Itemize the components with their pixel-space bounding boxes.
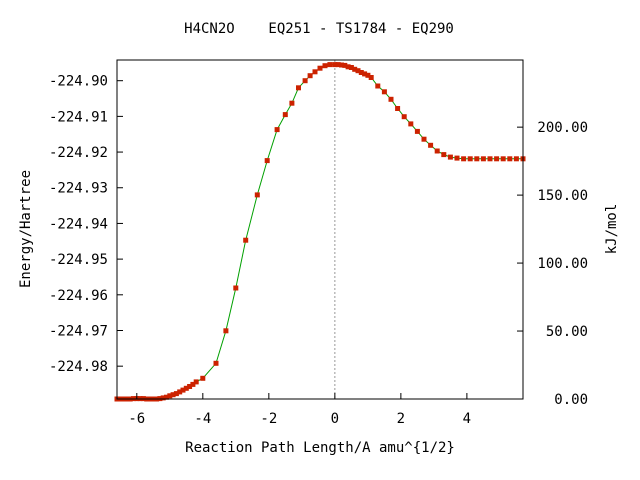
data-point xyxy=(233,285,239,291)
data-point xyxy=(474,156,480,162)
data-point xyxy=(494,156,500,162)
data-point xyxy=(441,152,447,158)
data-point xyxy=(339,62,344,68)
data-point xyxy=(190,381,196,387)
data-point xyxy=(254,192,260,198)
data-point xyxy=(352,66,358,72)
y-tick-label: -224.94 xyxy=(49,216,108,232)
chart-title: H4CN2O EQ251 - TS1784 - EQ290 xyxy=(184,21,454,37)
data-point xyxy=(327,62,333,68)
data-point xyxy=(381,89,387,95)
data-point xyxy=(335,62,341,68)
data-point xyxy=(447,154,453,160)
data-point xyxy=(180,387,186,393)
plot-frame xyxy=(116,59,524,400)
data-point xyxy=(322,63,328,69)
y-tick-label: -224.96 xyxy=(49,288,108,304)
x-tick-label: 0 xyxy=(331,411,339,427)
data-point xyxy=(243,237,249,243)
x-tick-label: -6 xyxy=(128,411,145,427)
data-point xyxy=(454,155,460,161)
data-point xyxy=(401,114,407,120)
data-point xyxy=(213,360,219,366)
data-point xyxy=(467,156,473,162)
data-point xyxy=(348,65,354,70)
data-point xyxy=(264,158,270,164)
y-axis-label: Energy/Hartree xyxy=(18,170,34,288)
data-point xyxy=(428,142,434,148)
data-point xyxy=(223,328,229,334)
y2-tick-label: 200.00 xyxy=(537,120,588,136)
data-point xyxy=(395,106,401,111)
data-point xyxy=(193,379,199,385)
data-point xyxy=(312,69,318,75)
data-point xyxy=(274,127,280,133)
data-point xyxy=(282,112,288,118)
x-tick-label: -4 xyxy=(194,411,211,427)
y-tick-label: -224.97 xyxy=(49,323,108,339)
data-point xyxy=(317,65,323,71)
y2-tick-label: 50.00 xyxy=(546,324,588,340)
y2-tick-label: 150.00 xyxy=(537,188,588,204)
y2-axis-label: kJ/mol xyxy=(604,204,620,255)
data-point xyxy=(513,156,519,162)
data-point xyxy=(183,385,189,391)
data-point xyxy=(200,375,206,381)
x-tick-label: -2 xyxy=(260,411,277,427)
y-tick-label: -224.90 xyxy=(49,74,108,90)
data-point xyxy=(296,85,301,91)
data-point xyxy=(302,78,308,84)
data-point xyxy=(461,156,467,162)
data-point xyxy=(170,392,176,398)
data-point xyxy=(345,64,351,70)
y-tick-label: -224.93 xyxy=(49,181,108,197)
data-point xyxy=(167,393,173,399)
y2-tick-label: 100.00 xyxy=(537,256,588,272)
data-point xyxy=(421,136,427,142)
data-point xyxy=(408,121,414,127)
data-point xyxy=(173,391,179,397)
data-point xyxy=(177,389,183,395)
data-point xyxy=(375,83,381,89)
data-point xyxy=(187,384,193,389)
y-tick-label: -224.95 xyxy=(49,252,108,268)
data-point xyxy=(342,62,348,68)
y2-tick-label: 0.00 xyxy=(554,392,588,408)
data-point xyxy=(480,156,486,162)
x-axis: -6 -4 -2 0 2 4 xyxy=(128,393,471,427)
data-point xyxy=(358,70,364,75)
data-point xyxy=(500,156,506,162)
data-point xyxy=(434,148,440,154)
data-point xyxy=(388,96,394,102)
energy-curve xyxy=(117,64,523,400)
data-point xyxy=(307,73,313,79)
data-point xyxy=(289,100,295,106)
y-tick-label: -224.91 xyxy=(49,109,108,125)
data-point xyxy=(160,395,166,401)
data-point xyxy=(355,68,361,74)
y-axis-right: 0.00 50.00 100.00 150.00 200.00 xyxy=(517,120,588,408)
curve-group xyxy=(117,64,523,400)
marker-group xyxy=(114,62,526,402)
y-axis-left: -224.90 -224.91 -224.92 -224.93 -224.94 -224.… xyxy=(49,74,123,375)
x-axis-label: Reaction Path Length/A amu^{1/2} xyxy=(185,440,455,456)
data-point xyxy=(365,72,371,78)
y-tick-label: -224.98 xyxy=(49,359,108,375)
data-point xyxy=(362,71,368,77)
data-point xyxy=(414,128,420,134)
x-tick-label: 4 xyxy=(463,411,471,427)
data-point xyxy=(164,394,169,400)
data-point xyxy=(368,75,374,80)
y-tick-label: -224.92 xyxy=(49,145,108,161)
data-point xyxy=(507,156,513,162)
data-point xyxy=(332,62,338,68)
data-point xyxy=(487,156,493,162)
x-tick-label: 2 xyxy=(397,411,405,427)
